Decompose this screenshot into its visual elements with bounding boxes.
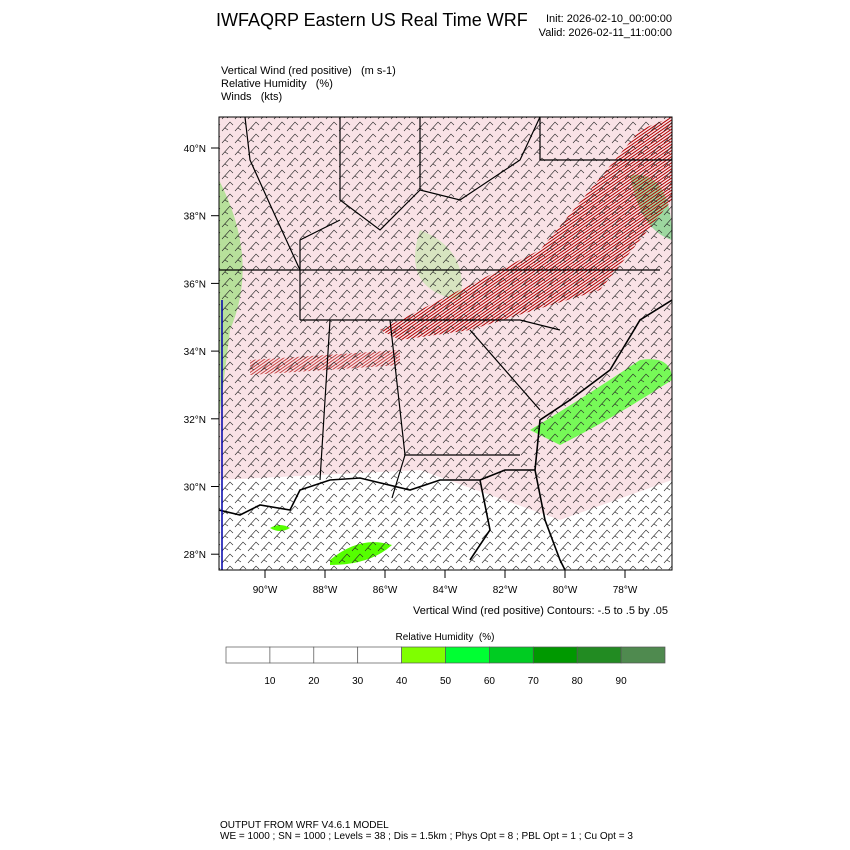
lat-label: 36°N [184, 279, 206, 290]
colorbar-box [269, 646, 315, 664]
colorbar-label: 30 [352, 676, 364, 687]
lon-label: 82°W [493, 585, 518, 596]
lon-label: 88°W [313, 585, 338, 596]
colorbar-label: 20 [308, 676, 320, 687]
field-list: Vertical Wind (red positive) (m s-1)Rela… [221, 65, 396, 103]
footer-line: WE = 1000 ; SN = 1000 ; Levels = 38 ; Di… [220, 831, 633, 842]
field-label: Relative Humidity (%) [221, 78, 333, 90]
colorbar-box [489, 646, 534, 664]
field-label: Vertical Wind (red positive) (m s-1) [221, 65, 396, 77]
colorbar-box [401, 646, 446, 664]
colorbar: 10 20 30 40 50 60 70 80 90 [225, 646, 666, 687]
colorbar-label: 90 [616, 676, 628, 687]
colorbar-box [620, 646, 666, 664]
lat-label: 38°N [184, 212, 206, 223]
lat-label: 28°N [184, 550, 206, 561]
colorbar-label: 10 [264, 676, 276, 687]
lon-label: 84°W [433, 585, 458, 596]
lat-label: 40°N [184, 144, 206, 155]
colorbar-box [357, 646, 402, 664]
lat-label: 34°N [184, 347, 206, 358]
title: IWFAQRP Eastern US Real Time WRF [216, 10, 528, 30]
colorbar-box [225, 646, 271, 664]
colorbar-label: 40 [396, 676, 408, 687]
map-axes: 40°N 38°N 36°N 34°N 32°N 30°N 28°N 90°W 88°W 86°W… [184, 144, 638, 596]
lon-label: 80°W [553, 585, 578, 596]
lon-label: 86°W [373, 585, 398, 596]
colorbar-box [576, 646, 622, 664]
colorbar-title: Relative Humidity (%) [396, 632, 495, 643]
init-time: Init: 2026-02-10_00:00:00 [546, 13, 672, 25]
map [219, 117, 672, 570]
lon-label: 90°W [253, 585, 278, 596]
colorbar-box [313, 646, 359, 664]
lon-label: 78°W [613, 585, 638, 596]
footer-line: OUTPUT FROM WRF V4.6.1 MODEL [220, 820, 389, 831]
colorbar-label: 70 [528, 676, 540, 687]
contour-note: Vertical Wind (red positive) Contours: -… [413, 605, 668, 617]
lat-label: 30°N [184, 483, 206, 494]
colorbar-box [532, 646, 578, 664]
field-label: Winds (kts) [221, 91, 282, 103]
colorbar-label: 80 [572, 676, 584, 687]
colorbar-box [445, 646, 490, 664]
valid-time: Valid: 2026-02-11_11:00:00 [539, 27, 672, 39]
lat-label: 32°N [184, 415, 206, 426]
colorbar-label: 60 [484, 676, 496, 687]
colorbar-label: 50 [440, 676, 452, 687]
